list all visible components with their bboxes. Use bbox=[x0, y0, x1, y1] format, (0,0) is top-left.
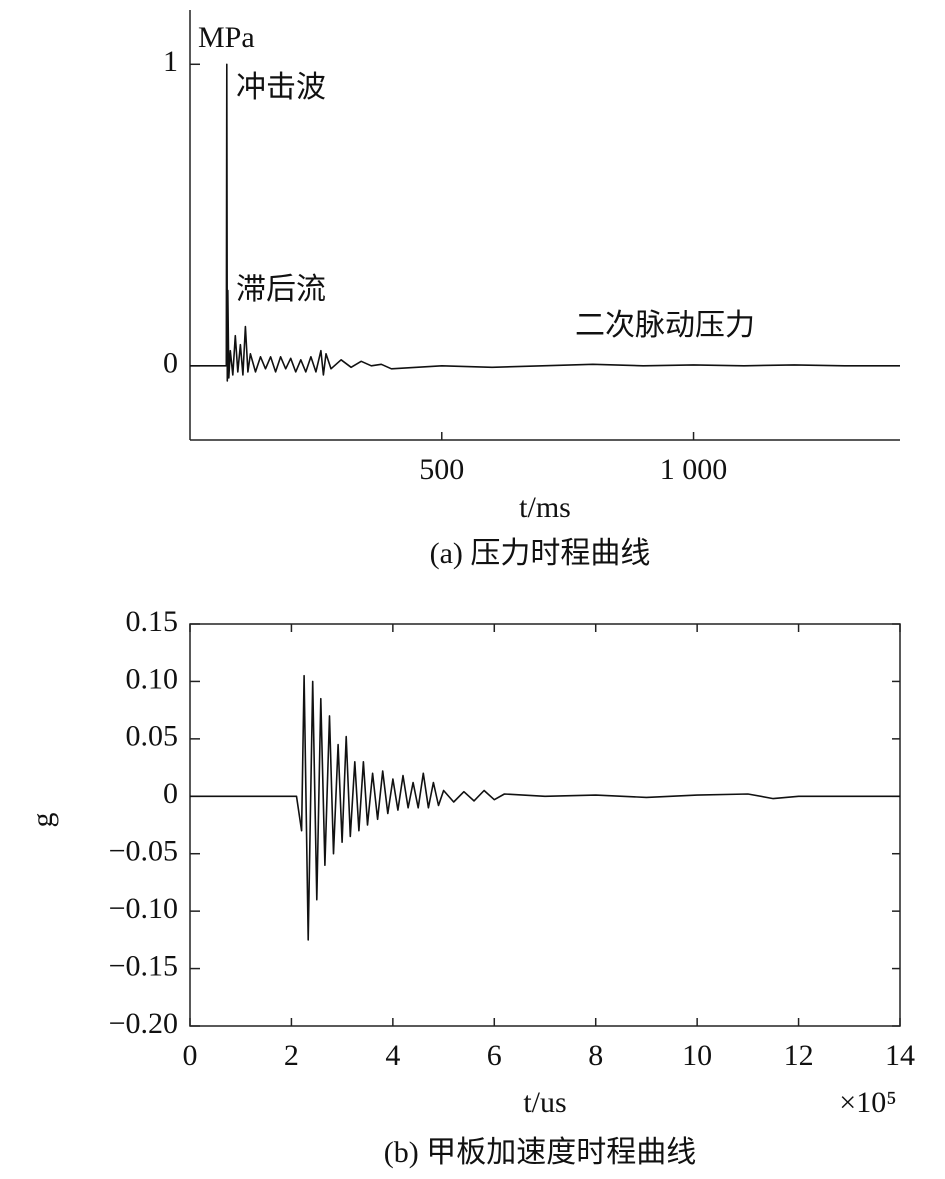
x-tick-label: 12 bbox=[784, 1039, 814, 1072]
y-tick-label: −0.15 bbox=[109, 949, 178, 982]
x-tick-label: 1 000 bbox=[660, 453, 728, 486]
y-tick-label: 0.10 bbox=[126, 662, 179, 695]
y-tick-label: −0.20 bbox=[109, 1007, 178, 1040]
data-line bbox=[190, 63, 900, 382]
x-tick-label: 14 bbox=[885, 1039, 915, 1072]
x-tick-label: 6 bbox=[487, 1039, 502, 1072]
caption: (b) 甲板加速度时程曲线 bbox=[384, 1136, 696, 1169]
x-multiplier: ×10⁵ bbox=[839, 1086, 896, 1119]
data-line bbox=[190, 674, 900, 941]
annotation: MPa bbox=[198, 21, 255, 54]
x-tick-label: 0 bbox=[183, 1039, 198, 1072]
x-axis-label: t/ms bbox=[519, 491, 571, 524]
y-tick-label: −0.10 bbox=[109, 892, 178, 925]
x-tick-label: 10 bbox=[682, 1039, 712, 1072]
y-tick-label: 0 bbox=[163, 347, 178, 380]
y-tick-label: −0.05 bbox=[109, 835, 178, 868]
caption: (a) 压力时程曲线 bbox=[430, 537, 651, 570]
x-tick-label: 4 bbox=[385, 1039, 400, 1072]
y-tick-label: 0 bbox=[163, 777, 178, 810]
y-tick-label: 1 bbox=[163, 45, 178, 78]
annotation: 二次脉动压力 bbox=[575, 309, 755, 342]
x-axis-label: t/us bbox=[523, 1086, 566, 1119]
x-tick-label: 2 bbox=[284, 1039, 299, 1072]
y-axis-label: g bbox=[26, 813, 59, 828]
y-tick-label: 0.05 bbox=[126, 720, 179, 753]
plot-frame bbox=[189, 623, 901, 1027]
annotation: 滞后流 bbox=[236, 273, 326, 306]
x-tick-label: 500 bbox=[419, 453, 464, 486]
y-tick-label: 0.15 bbox=[126, 605, 179, 638]
x-tick-label: 8 bbox=[588, 1039, 603, 1072]
annotation: 冲击波 bbox=[236, 71, 326, 104]
